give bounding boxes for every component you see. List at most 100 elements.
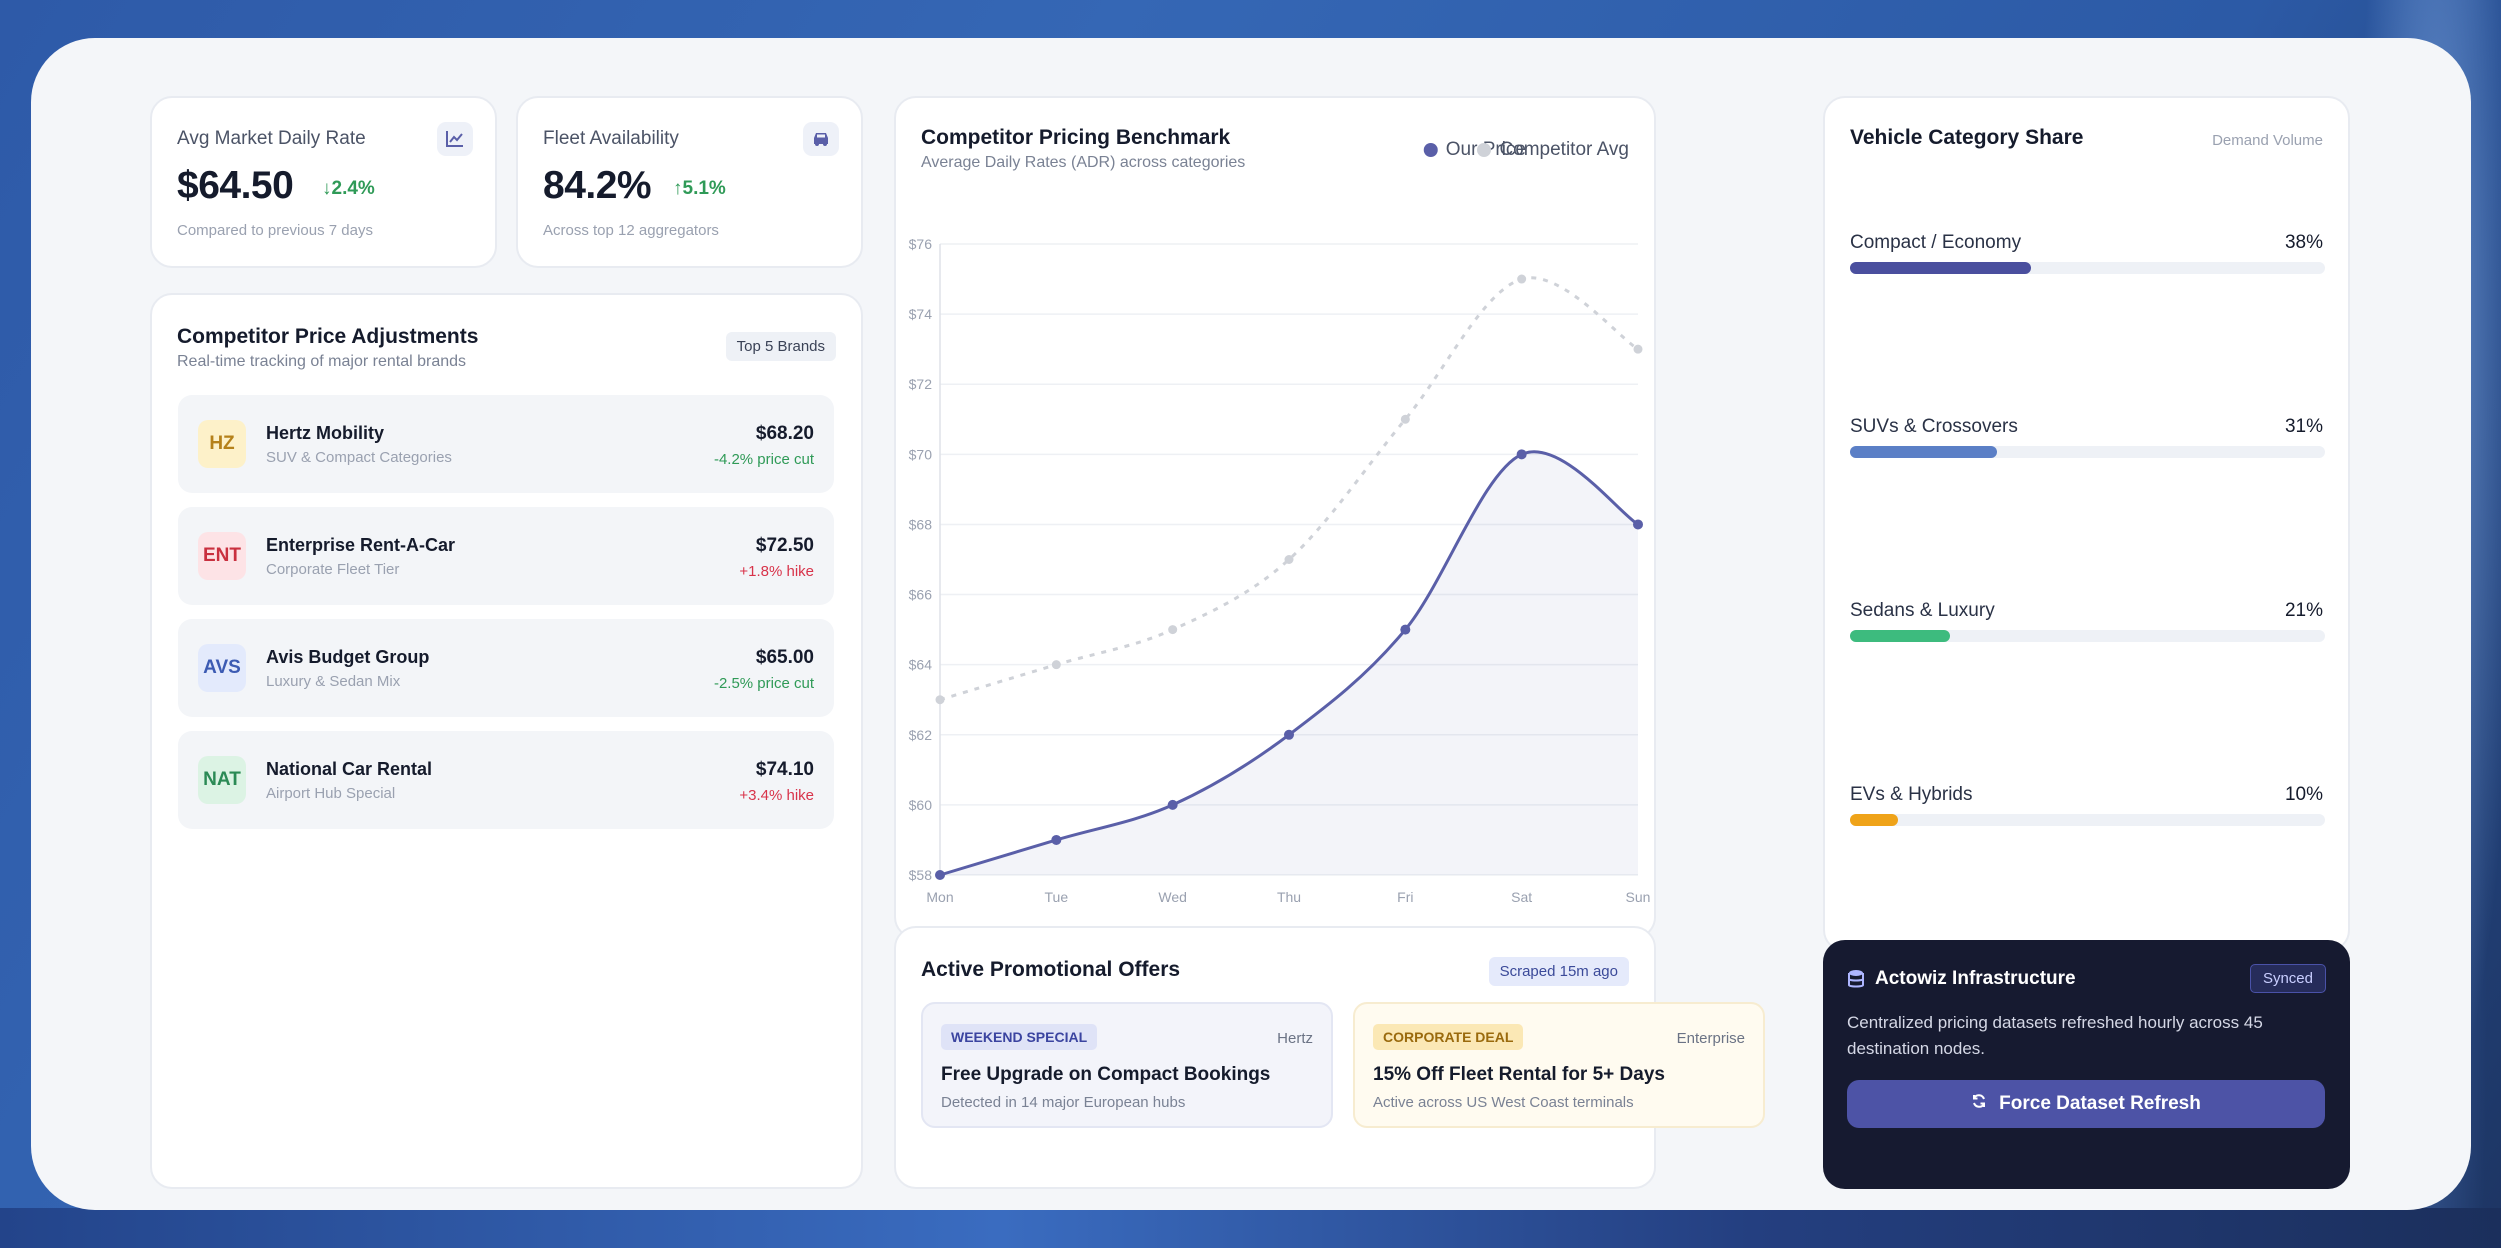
data-point-competitor-avg <box>1633 344 1643 354</box>
category-bar-fill <box>1850 262 2031 274</box>
promo-brand: Hertz <box>1277 1030 1313 1047</box>
promo-tag: WEEKEND SPECIAL <box>941 1024 1098 1050</box>
x-tick-label: Mon <box>926 889 953 905</box>
data-point-our-price <box>1633 519 1643 530</box>
kpi-delta-value: 5.1% <box>682 178 726 199</box>
chart-icon[interactable] <box>437 122 473 156</box>
data-point-our-price <box>1284 729 1294 740</box>
kpi-delta-value: 2.4% <box>331 178 375 199</box>
brand-price: $72.50 <box>755 535 814 556</box>
category-percent: 21% <box>2284 600 2323 621</box>
brand-name: Enterprise Rent-A-Car <box>266 535 456 555</box>
dashboard-panel: Avg Market Daily Rate $64.50 ↓2.4% Compa… <box>31 38 2471 1210</box>
refresh-icon <box>1971 1093 1987 1115</box>
data-point-our-price <box>935 870 945 880</box>
kpi-title: Avg Market Daily Rate <box>177 128 366 149</box>
background-strip <box>0 1208 2501 1248</box>
data-point-our-price <box>1516 449 1527 460</box>
section-title: Competitor Price Adjustments <box>177 325 479 348</box>
legend-competitor-avg[interactable]: Competitor Avg <box>1477 139 1629 161</box>
kpi-value: 84.2% <box>543 164 652 207</box>
force-refresh-button[interactable]: Force Dataset Refresh <box>1847 1080 2325 1128</box>
kpi-card-fleet: Fleet Availability 84.2% ↑5.1% Across to… <box>516 96 863 268</box>
brand-category: Airport Hub Special <box>266 785 396 802</box>
sync-status-badge: Synced <box>2249 964 2326 993</box>
promo-card[interactable]: WEEKEND SPECIAL Hertz Free Upgrade on Co… <box>921 1002 1333 1128</box>
brand-price: $74.10 <box>755 759 814 780</box>
competitor-row[interactable]: ENT Enterprise Rent-A-Car Corporate Flee… <box>178 507 834 605</box>
brand-name: Avis Budget Group <box>266 647 430 667</box>
category-percent: 38% <box>2284 232 2323 253</box>
data-point-our-price <box>1051 834 1062 845</box>
legend-label: Competitor Avg <box>1499 139 1629 160</box>
category-percent: 10% <box>2284 784 2323 805</box>
category-share-card: Vehicle Category Share Demand Volume Com… <box>1823 96 2350 952</box>
x-tick-label: Thu <box>1277 889 1301 905</box>
competitor-row[interactable]: NAT National Car Rental Airport Hub Spec… <box>178 731 834 829</box>
x-tick-label: Tue <box>1045 889 1069 905</box>
series-area-our-price <box>940 451 1638 875</box>
promo-subtitle: Active across US West Coast terminals <box>1373 1094 1634 1111</box>
y-tick-label: $74 <box>909 306 933 322</box>
y-tick-label: $66 <box>909 587 933 603</box>
top-brands-badge: Top 5 Brands <box>725 332 836 361</box>
infrastructure-card: Actowiz Infrastructure Synced Centralize… <box>1823 940 2350 1189</box>
competitor-row[interactable]: AVS Avis Budget Group Luxury & Sedan Mix… <box>178 619 834 717</box>
brand-badge: NAT <box>198 756 246 804</box>
brand-badge: ENT <box>198 532 246 580</box>
promo-tag: CORPORATE DEAL <box>1373 1024 1524 1050</box>
y-tick-label: $70 <box>909 446 933 462</box>
price-change: -2.5% price cut <box>713 675 814 692</box>
brand-price: $65.00 <box>755 647 814 668</box>
promo-card[interactable]: CORPORATE DEAL Enterprise 15% Off Fleet … <box>1353 1002 1765 1128</box>
y-tick-label: $64 <box>909 657 933 673</box>
category-bar <box>1850 446 2325 458</box>
brand-category: Corporate Fleet Tier <box>266 561 400 578</box>
chart-subtitle: Average Daily Rates (ADR) across categor… <box>921 154 1246 171</box>
section-title: Active Promotional Offers <box>921 958 1181 981</box>
data-point-our-price <box>1167 799 1178 810</box>
category-bar <box>1850 630 2325 642</box>
refresh-button-label: Force Dataset Refresh <box>1999 1093 2201 1114</box>
category-bar <box>1850 814 2325 826</box>
benchmark-chart-card: Competitor Pricing Benchmark Average Dai… <box>894 96 1656 939</box>
data-point-competitor-avg <box>1168 625 1178 635</box>
infra-title: Actowiz Infrastructure <box>1875 968 2076 989</box>
brand-name: National Car Rental <box>266 759 433 779</box>
arrow-up-icon: ↑ <box>673 178 683 199</box>
kpi-delta: ↓2.4% <box>322 178 375 200</box>
brand-badge: HZ <box>198 420 246 468</box>
y-tick-label: $68 <box>909 516 933 532</box>
kpi-title: Fleet Availability <box>543 128 679 149</box>
section-subtitle: Real-time tracking of major rental brand… <box>177 353 467 370</box>
car-icon[interactable] <box>803 122 839 156</box>
y-tick-label: $72 <box>909 376 933 392</box>
category-label: EVs & Hybrids <box>1850 784 1973 805</box>
y-tick-label: $58 <box>909 867 933 883</box>
category-bar <box>1850 262 2325 274</box>
brand-category: Luxury & Sedan Mix <box>266 673 401 690</box>
y-tick-label: $76 <box>909 236 933 252</box>
category-bar-fill <box>1850 630 1950 642</box>
brand-badge: AVS <box>198 644 246 692</box>
competitor-row[interactable]: HZ Hertz Mobility SUV & Compact Categori… <box>178 395 834 493</box>
x-tick-label: Wed <box>1158 889 1187 905</box>
x-tick-label: Sat <box>1511 889 1532 905</box>
data-point-our-price <box>1400 624 1411 635</box>
kpi-subtitle: Compared to previous 7 days <box>177 222 373 239</box>
chart-title: Competitor Pricing Benchmark <box>921 126 1231 149</box>
category-bar-fill <box>1850 814 1898 826</box>
y-tick-label: $60 <box>909 797 933 813</box>
promo-title: 15% Off Fleet Rental for 5+ Days <box>1373 1064 1665 1085</box>
data-point-competitor-avg <box>1051 660 1061 670</box>
category-percent: 31% <box>2284 416 2323 437</box>
kpi-subtitle: Across top 12 aggregators <box>543 222 719 239</box>
legend-dot-icon <box>1477 143 1492 157</box>
x-tick-label: Fri <box>1397 889 1413 905</box>
data-point-competitor-avg <box>1517 274 1527 284</box>
y-tick-label: $62 <box>909 727 933 743</box>
price-change: +1.8% hike <box>739 563 814 580</box>
category-label: Compact / Economy <box>1850 232 2022 253</box>
category-bar-fill <box>1850 446 1998 458</box>
arrow-down-icon: ↓ <box>322 178 332 199</box>
